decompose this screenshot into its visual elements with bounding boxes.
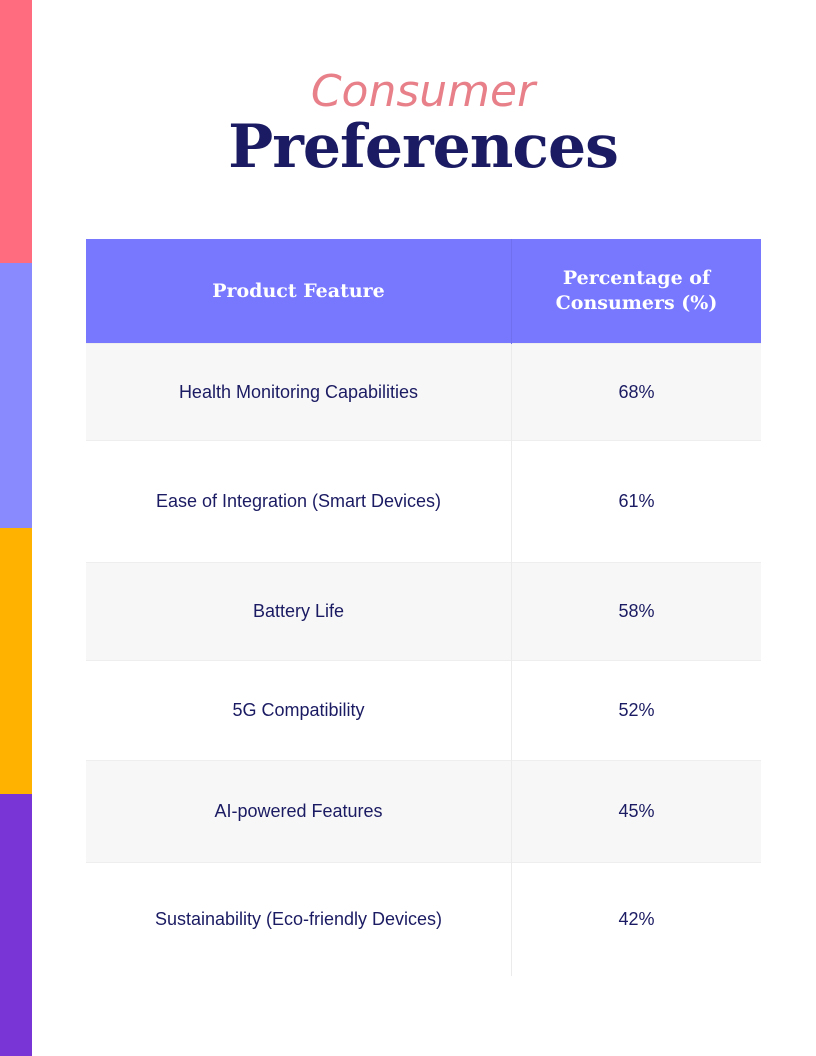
percentage-cell: 45% [511,760,761,863]
table-row: AI-powered Features 45% [86,760,761,863]
percentage-cell: 52% [511,660,761,761]
preferences-table: Product Feature Percentage of Consumers … [86,239,761,976]
decorative-stripe-lavender [0,263,32,528]
table-row: Sustainability (Eco-friendly Devices) 42… [86,862,761,976]
table-row: Battery Life 58% [86,562,761,661]
table-row: Health Monitoring Capabilities 68% [86,343,761,441]
feature-cell: Sustainability (Eco-friendly Devices) [86,862,512,976]
page-title: Preferences [228,112,619,182]
feature-cell: Ease of Integration (Smart Devices) [86,440,512,563]
page-subtitle: Consumer [310,66,536,117]
feature-cell: 5G Compatibility [86,660,512,761]
table-row: 5G Compatibility 52% [86,660,761,761]
decorative-stripe-amber [0,528,32,794]
table-row: Ease of Integration (Smart Devices) 61% [86,440,761,563]
percentage-cell: 58% [511,562,761,661]
column-header-feature: Product Feature [86,239,512,344]
feature-cell: Health Monitoring Capabilities [86,343,512,441]
feature-cell: Battery Life [86,562,512,661]
feature-cell: AI-powered Features [86,760,512,863]
percentage-cell: 61% [511,440,761,563]
decorative-stripe-purple [0,794,32,1056]
column-header-percentage: Percentage of Consumers (%) [511,239,761,344]
percentage-cell: 42% [511,862,761,976]
percentage-cell: 68% [511,343,761,441]
table-header-row: Product Feature Percentage of Consumers … [86,239,761,344]
decorative-stripe-red [0,0,32,263]
